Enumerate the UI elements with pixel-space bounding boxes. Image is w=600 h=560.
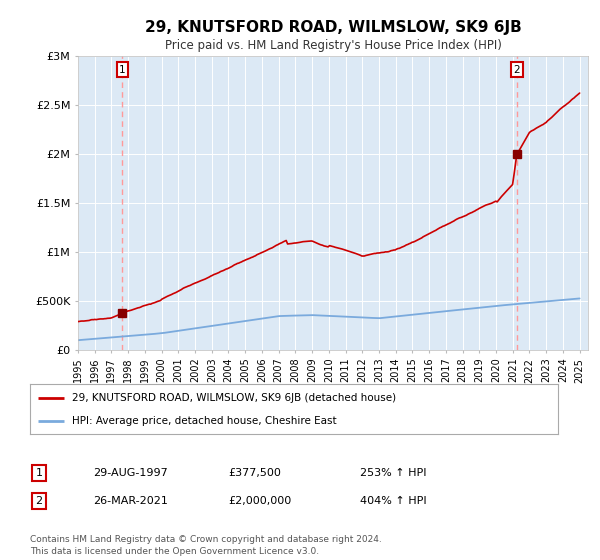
Text: 2: 2 <box>513 65 520 75</box>
Text: 29, KNUTSFORD ROAD, WILMSLOW, SK9 6JB (detached house): 29, KNUTSFORD ROAD, WILMSLOW, SK9 6JB (d… <box>72 393 397 403</box>
Text: HPI: Average price, detached house, Cheshire East: HPI: Average price, detached house, Ches… <box>72 417 337 426</box>
Text: Price paid vs. HM Land Registry's House Price Index (HPI): Price paid vs. HM Land Registry's House … <box>164 39 502 52</box>
Text: £377,500: £377,500 <box>228 468 281 478</box>
Text: Contains HM Land Registry data © Crown copyright and database right 2024.
This d: Contains HM Land Registry data © Crown c… <box>30 535 382 556</box>
Text: 1: 1 <box>35 468 43 478</box>
Text: 29-AUG-1997: 29-AUG-1997 <box>93 468 168 478</box>
Text: 1: 1 <box>119 65 126 75</box>
Text: 2: 2 <box>35 496 43 506</box>
Text: 26-MAR-2021: 26-MAR-2021 <box>93 496 168 506</box>
Text: 29, KNUTSFORD ROAD, WILMSLOW, SK9 6JB: 29, KNUTSFORD ROAD, WILMSLOW, SK9 6JB <box>145 20 521 35</box>
Text: 253% ↑ HPI: 253% ↑ HPI <box>360 468 427 478</box>
Text: 404% ↑ HPI: 404% ↑ HPI <box>360 496 427 506</box>
Text: £2,000,000: £2,000,000 <box>228 496 291 506</box>
